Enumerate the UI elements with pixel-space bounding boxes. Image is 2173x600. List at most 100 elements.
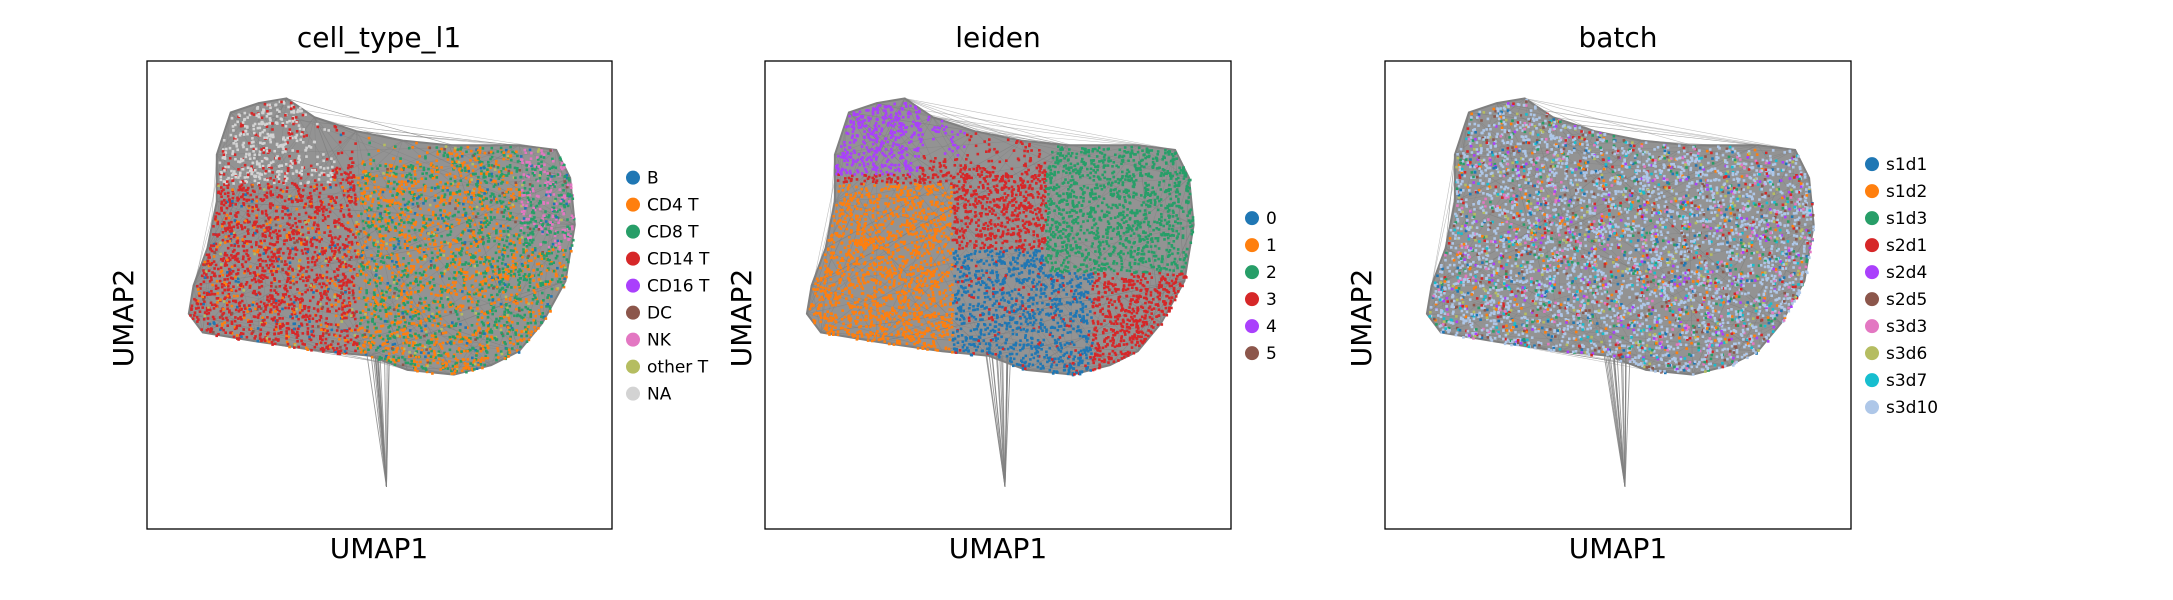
scatter-area: [805, 97, 1195, 487]
legend-marker: [1865, 184, 1879, 199]
legend-marker: [1245, 292, 1259, 307]
scatter-points: [1428, 98, 1815, 376]
legend-label: s1d3: [1886, 209, 1927, 229]
legend-label: s3d10: [1886, 398, 1938, 418]
legend-label: NK: [647, 331, 672, 351]
legend-marker: [1865, 319, 1879, 334]
legend-item: CD4 T: [626, 196, 699, 216]
legend: s1d1 s1d2 s1d3 s2d1 s2d4 s2d5 s3d3 s3d6 s3d7 s3d1…: [1865, 155, 1938, 418]
legend-item: CD8 T: [626, 223, 699, 243]
legend-item: 2: [1245, 263, 1277, 283]
legend-label: s3d3: [1886, 317, 1927, 337]
axes-frame: [764, 60, 1232, 530]
legend-label: s2d5: [1886, 290, 1927, 310]
legend-item: B: [626, 169, 659, 189]
legend-label: DC: [647, 304, 672, 324]
legend-label: 0: [1266, 209, 1277, 229]
legend-label: CD16 T: [647, 277, 710, 297]
legend-marker: [1865, 211, 1879, 226]
legend-label: CD14 T: [647, 250, 710, 270]
legend-label: s3d7: [1886, 371, 1927, 391]
panel-title: cell_type_l1: [297, 21, 461, 54]
legend-label: s1d1: [1886, 155, 1927, 175]
legend-marker: [1245, 238, 1259, 253]
legend-item: 3: [1245, 290, 1277, 310]
y-axis-label: UMAP2: [1345, 269, 1378, 368]
legend-label: s3d6: [1886, 344, 1927, 364]
legend-marker: [1865, 265, 1879, 280]
legend-item: s1d2: [1865, 182, 1927, 202]
legend-marker: [626, 386, 640, 401]
graph-edges: [805, 97, 1195, 487]
legend-item: s1d1: [1865, 155, 1927, 175]
legend-marker: [1865, 400, 1879, 415]
axes-frame: [1384, 60, 1852, 530]
legend-label: 5: [1266, 344, 1277, 364]
legend-marker: [1245, 211, 1259, 226]
legend-marker: [1245, 346, 1259, 361]
legend-marker: [626, 197, 640, 212]
legend-label: CD4 T: [647, 196, 699, 216]
legend-label: B: [647, 169, 659, 189]
legend-label: 1: [1266, 236, 1277, 256]
legend-item: 0: [1245, 209, 1277, 229]
legend-item: s3d7: [1865, 371, 1927, 391]
x-axis-label: UMAP1: [949, 532, 1048, 565]
panel-batch: batch UMAP1 UMAP2 s1d1 s1d2 s1d3 s2d1 s2d4 s2…: [1345, 21, 1938, 565]
legend-label: 3: [1266, 290, 1277, 310]
legend-item: DC: [626, 304, 672, 324]
legend-item: 4: [1245, 317, 1277, 337]
legend-marker: [1865, 292, 1879, 307]
scatter-area: [187, 97, 576, 487]
legend-marker: [626, 170, 640, 185]
legend-item: CD14 T: [626, 250, 710, 270]
panel-cell-type: cell_type_l1 UMAP1 UMAP2 B CD4 T CD8 T CD14…: [107, 21, 710, 565]
legend-item: s2d4: [1865, 263, 1927, 283]
legend-marker: [626, 278, 640, 293]
legend-marker: [1865, 157, 1879, 172]
legend-label: CD8 T: [647, 223, 699, 243]
legend-label: s2d4: [1886, 263, 1927, 283]
legend-marker: [626, 332, 640, 347]
legend-item: s2d5: [1865, 290, 1927, 310]
legend-item: s3d3: [1865, 317, 1927, 337]
panel-leiden: leiden UMAP1 UMAP2 0 1 2 3 4 5: [725, 21, 1277, 565]
legend-label: s2d1: [1886, 236, 1927, 256]
y-axis-label: UMAP2: [725, 269, 758, 368]
legend-marker: [626, 359, 640, 374]
legend-marker: [1245, 265, 1259, 280]
x-axis-label: UMAP1: [1569, 532, 1668, 565]
legend: B CD4 T CD8 T CD14 T CD16 T DC NK other T NA: [626, 169, 710, 405]
legend-marker: [1865, 373, 1879, 388]
legend-item: s2d1: [1865, 236, 1927, 256]
legend-item: NA: [626, 385, 672, 405]
legend-item: 5: [1245, 344, 1277, 364]
legend-marker: [626, 305, 640, 320]
legend-item: s3d6: [1865, 344, 1927, 364]
legend: 0 1 2 3 4 5: [1245, 209, 1277, 364]
scatter-points: [808, 101, 1195, 377]
legend-marker: [626, 224, 640, 239]
legend-marker: [1865, 346, 1879, 361]
panel-title: leiden: [955, 21, 1041, 54]
legend-label: 4: [1266, 317, 1277, 337]
legend-marker: [1245, 319, 1259, 334]
legend-item: NK: [626, 331, 672, 351]
legend-item: s1d3: [1865, 209, 1927, 229]
legend-label: s1d2: [1886, 182, 1927, 202]
x-axis-label: UMAP1: [330, 532, 429, 565]
legend-item: s3d10: [1865, 398, 1938, 418]
legend-marker: [626, 251, 640, 266]
panel-title: batch: [1578, 21, 1657, 54]
legend-label: 2: [1266, 263, 1277, 283]
legend-label: NA: [647, 385, 672, 405]
legend-label: other T: [647, 358, 709, 378]
y-axis-label: UMAP2: [107, 269, 140, 368]
axes-frame: [146, 60, 613, 530]
legend-marker: [1865, 238, 1879, 253]
scatter-points: [189, 100, 576, 376]
legend-item: CD16 T: [626, 277, 710, 297]
legend-item: other T: [626, 358, 709, 378]
